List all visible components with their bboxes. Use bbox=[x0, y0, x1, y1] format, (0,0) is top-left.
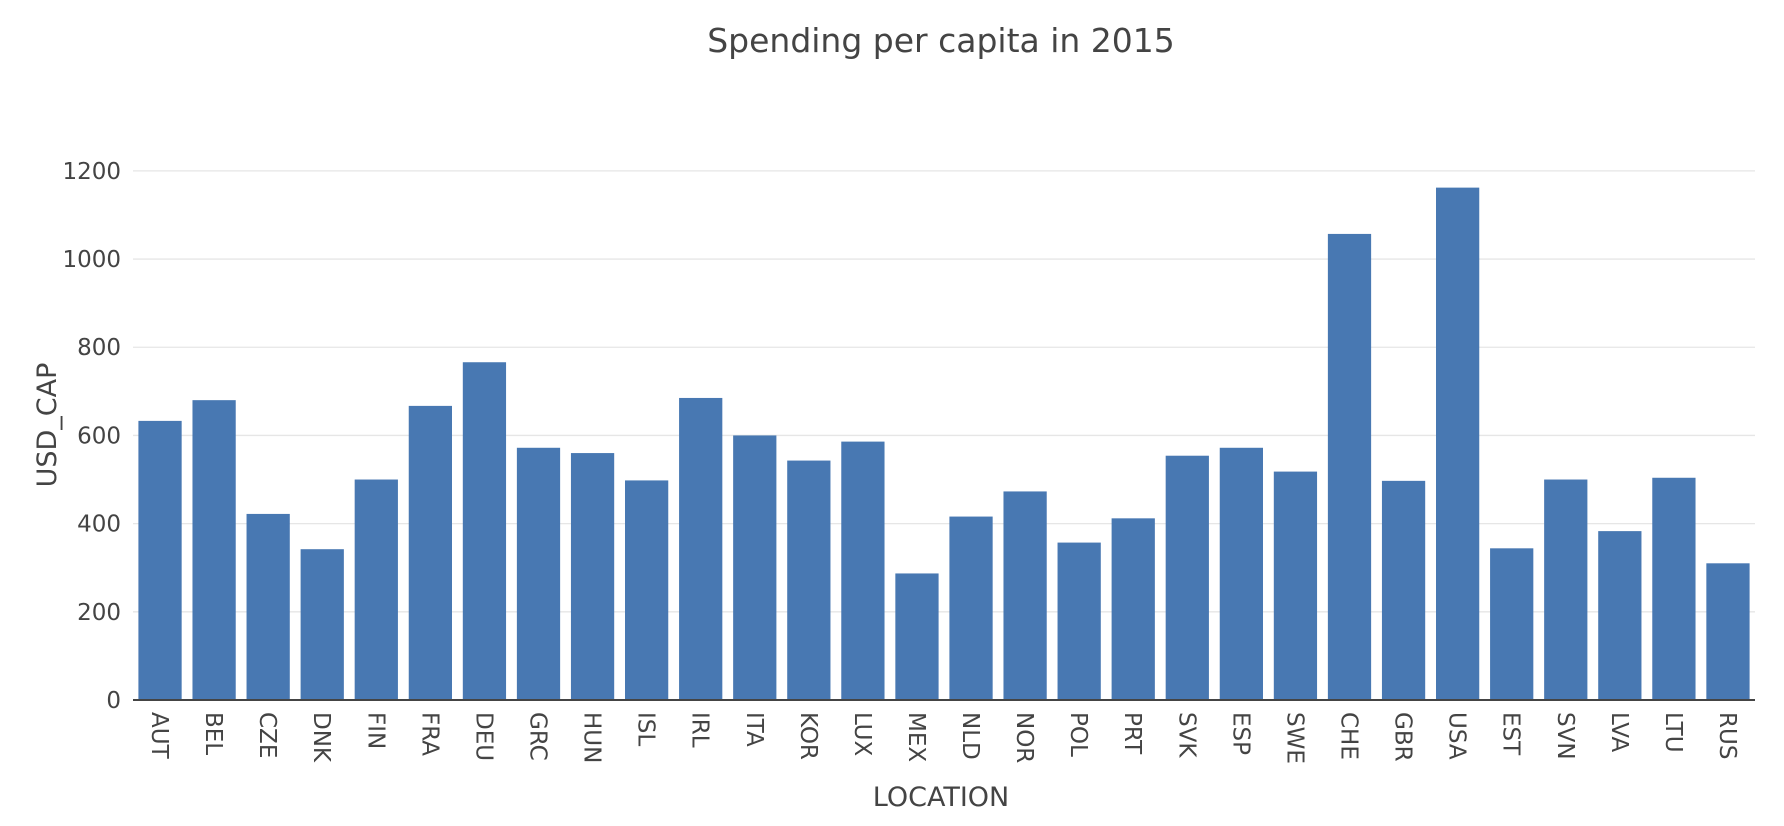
bar-esp bbox=[1219, 447, 1263, 700]
y-tick-label: 800 bbox=[77, 335, 121, 361]
x-tick-label-lux: LUX bbox=[849, 712, 875, 757]
chart-title: Spending per capita in 2015 bbox=[707, 21, 1175, 60]
x-tick-label-mex: MEX bbox=[903, 712, 929, 762]
x-tick-label-isl: ISL bbox=[633, 712, 659, 746]
x-tick-label-ita: ITA bbox=[741, 712, 767, 747]
x-tick-label-aut: AUT bbox=[146, 712, 172, 760]
bar-grc bbox=[516, 447, 561, 700]
bar-che bbox=[1327, 233, 1372, 700]
bar-est bbox=[1490, 548, 1534, 700]
bar-ita bbox=[733, 435, 777, 700]
bar-bel bbox=[192, 400, 236, 700]
bar-pol bbox=[1057, 542, 1101, 700]
bar-gbr bbox=[1381, 480, 1426, 700]
x-tick-label-rus: RUS bbox=[1714, 712, 1740, 759]
y-tick-label: 200 bbox=[77, 600, 121, 626]
bar-usa bbox=[1436, 187, 1480, 700]
bar-deu bbox=[462, 362, 507, 700]
x-tick-label-hun: HUN bbox=[579, 712, 605, 763]
x-tick-label-fin: FIN bbox=[362, 712, 388, 749]
x-tick-label-prt: PRT bbox=[1119, 712, 1145, 755]
bar-lva bbox=[1598, 531, 1642, 700]
x-tick-label-nld: NLD bbox=[957, 712, 983, 760]
y-tick-label: 0 bbox=[106, 688, 121, 714]
bar-mex bbox=[895, 573, 939, 700]
y-tick-label: 400 bbox=[77, 512, 121, 538]
bar-irl bbox=[679, 397, 723, 700]
bar-kor bbox=[787, 460, 831, 700]
x-tick-label-pol: POL bbox=[1065, 712, 1091, 757]
x-tick-label-bel: BEL bbox=[200, 712, 226, 755]
x-tick-label-est: EST bbox=[1498, 712, 1524, 756]
bar-fin bbox=[354, 479, 398, 700]
y-tick-label: 1000 bbox=[62, 247, 121, 273]
x-tick-label-nor: NOR bbox=[1011, 712, 1037, 763]
x-tick-label-esp: ESP bbox=[1227, 712, 1253, 755]
bar-rus bbox=[1706, 563, 1750, 700]
x-tick-label-lva: LVA bbox=[1606, 712, 1632, 753]
bar-dnk bbox=[300, 549, 344, 700]
x-tick-label-gbr: GBR bbox=[1390, 712, 1416, 762]
bar-nor bbox=[1003, 491, 1047, 700]
gridlines bbox=[133, 170, 1755, 613]
y-tick-label: 1200 bbox=[62, 159, 121, 185]
x-tick-label-deu: DEU bbox=[470, 712, 496, 761]
y-tick-labels: 0 200 400 600 800 1000 1200 bbox=[62, 159, 121, 714]
bar-hun bbox=[570, 453, 615, 700]
x-axis-title: LOCATION bbox=[873, 782, 1009, 813]
x-tick-label-svn: SVN bbox=[1552, 712, 1578, 760]
y-axis-title: USD_CAP bbox=[32, 363, 63, 488]
bar-fra bbox=[408, 405, 452, 700]
bar-swe bbox=[1273, 471, 1318, 700]
bar-svn bbox=[1544, 479, 1588, 700]
x-tick-label-cze: CZE bbox=[254, 712, 280, 758]
bar-isl bbox=[625, 480, 669, 700]
x-tick-label-swe: SWE bbox=[1281, 712, 1307, 764]
x-tick-label-svk: SVK bbox=[1173, 712, 1199, 758]
y-tick-label: 600 bbox=[77, 423, 121, 449]
x-tick-label-usa: USA bbox=[1444, 712, 1470, 760]
x-tick-label-kor: KOR bbox=[795, 712, 821, 760]
bar-ltu bbox=[1652, 477, 1696, 700]
x-tick-label-grc: GRC bbox=[525, 712, 551, 761]
bar-nld bbox=[949, 516, 993, 700]
x-tick-label-fra: FRA bbox=[416, 712, 442, 756]
bar-prt bbox=[1111, 518, 1155, 700]
x-tick-label-irl: IRL bbox=[687, 712, 713, 748]
x-tick-label-che: CHE bbox=[1336, 712, 1362, 760]
bars bbox=[138, 187, 1750, 700]
bar-svk bbox=[1165, 455, 1209, 700]
x-tick-labels: AUT BEL CZE DNK FIN FRA DEU GRC HUN ISL IRL ITA KOR L… bbox=[146, 712, 1740, 764]
bar-lux bbox=[841, 441, 885, 700]
bar-aut bbox=[138, 420, 182, 700]
x-tick-label-dnk: DNK bbox=[308, 712, 334, 763]
x-tick-label-ltu: LTU bbox=[1660, 712, 1686, 753]
bar-cze bbox=[246, 513, 290, 700]
